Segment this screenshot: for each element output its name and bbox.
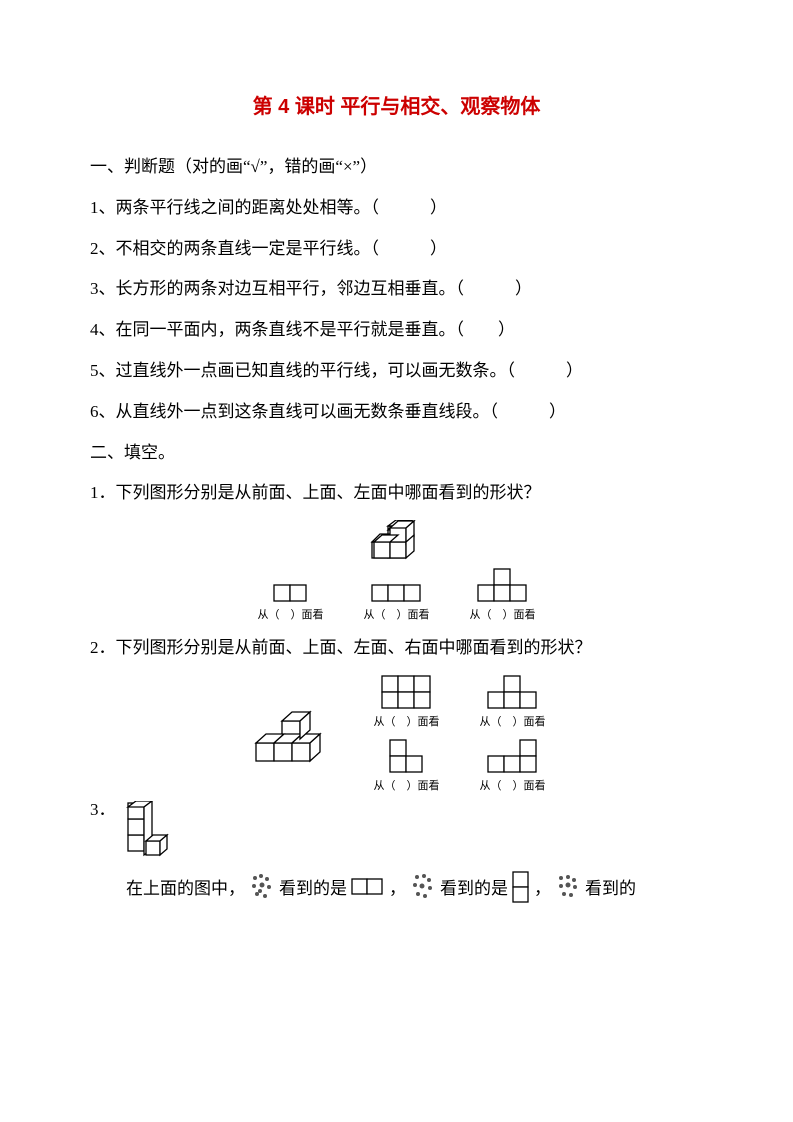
q3-text-a: 在上面的图中， bbox=[126, 874, 245, 899]
q3-text-d: 看到的是 bbox=[440, 874, 508, 899]
view-shape-1b bbox=[371, 584, 423, 602]
solid-3d-icon-3 bbox=[124, 801, 174, 857]
section-2-heading: 二、填空。 bbox=[90, 433, 703, 474]
q3-text-f: 看到的 bbox=[585, 874, 636, 899]
caption-1c: 从（ ）面看 bbox=[470, 606, 536, 622]
fill-q3: 3． bbox=[90, 801, 703, 857]
section-1-heading: 一、判断题（对的画“√”，错的画“×”） bbox=[90, 147, 703, 188]
view-shape-2c bbox=[389, 739, 425, 773]
view-shape-2d bbox=[487, 739, 539, 773]
page-title: 第 4 课时 平行与相交、观察物体 bbox=[90, 90, 703, 119]
fill-q2: 2．下列图形分别是从前面、上面、左面、右面中哪面看到的形状？ bbox=[90, 628, 703, 669]
solid-3d-icon bbox=[362, 520, 432, 562]
caption-1a: 从（ ）面看 bbox=[258, 606, 324, 622]
smudge-icon bbox=[410, 872, 436, 902]
caption-1b: 从（ ）面看 bbox=[364, 606, 430, 622]
view-shape-2a bbox=[381, 675, 433, 709]
judge-q4: 4、在同一平面内，两条直线不是平行就是垂直。（ ） bbox=[90, 310, 703, 351]
q3-text-b: 看到的是 bbox=[279, 874, 347, 899]
fill-q1: 1．下列图形分别是从前面、上面、左面中哪面看到的形状？ bbox=[90, 473, 703, 514]
mini-shape-1 bbox=[351, 878, 385, 896]
smudge-icon bbox=[249, 872, 275, 902]
smudge-icon bbox=[555, 872, 581, 902]
view-shape-2b bbox=[487, 675, 539, 709]
caption-2d: 从（ ）面看 bbox=[480, 777, 546, 793]
q3-number: 3． bbox=[90, 801, 116, 818]
view-shape-1a bbox=[273, 584, 309, 602]
judge-q1: 1、两条平行线之间的距离处处相等。（ ） bbox=[90, 188, 703, 229]
caption-2a: 从（ ）面看 bbox=[374, 713, 440, 729]
judge-q6: 6、从直线外一点到这条直线可以画无数条垂直线段。（ ） bbox=[90, 392, 703, 433]
q3-text-e: ， bbox=[534, 874, 551, 899]
figure-group-1: 从（ ）面看 从（ ）面看 从（ ）面看 bbox=[90, 520, 703, 622]
q3-sentence: 在上面的图中， 看到的是 ， 看到的是 ， 看到的 bbox=[90, 871, 703, 903]
caption-2c: 从（ ）面看 bbox=[374, 777, 440, 793]
judge-q3: 3、长方形的两条对边互相平行，邻边互相垂直。（ ） bbox=[90, 269, 703, 310]
mini-shape-2 bbox=[512, 871, 530, 903]
solid-3d-icon-2 bbox=[248, 699, 338, 769]
judge-q2: 2、不相交的两条直线一定是平行线。（ ） bbox=[90, 229, 703, 270]
figure-group-2: 从（ ）面看 从（ ）面看 从（ ）面看 bbox=[90, 675, 703, 793]
q3-text-c: ， bbox=[389, 874, 406, 899]
caption-2b: 从（ ）面看 bbox=[480, 713, 546, 729]
view-shape-1c bbox=[477, 568, 529, 602]
judge-q5: 5、过直线外一点画已知直线的平行线，可以画无数条。（ ） bbox=[90, 351, 703, 392]
